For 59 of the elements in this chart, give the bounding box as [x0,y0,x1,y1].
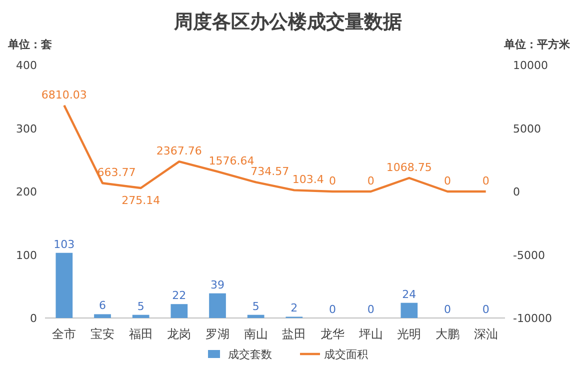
bar [170,304,188,318]
legend-label: 成交套数 [228,348,272,361]
data-label: 0 [367,174,374,188]
y-axis-title: 单位：套 [7,38,52,51]
x-tick-label: 盐田 [282,327,306,341]
x-tick-label: 大鹏 [436,327,460,341]
legend-label: 成交面积 [324,348,368,361]
bar [56,252,73,318]
x-tick-label: 南山 [244,327,268,341]
y-tick-label: 100 [16,248,37,262]
bar [94,314,111,318]
data-label: 1068.75 [386,160,432,174]
x-tick-label: 龙岗 [167,327,192,341]
data-label: 0 [482,174,490,188]
x-tick-label: 坪山 [358,327,383,341]
chart-title: 周度各区办公楼成交量数据 [173,11,402,33]
line-series [63,104,487,193]
y2-tick-label: 10000 [513,59,548,72]
data-label: 103 [54,238,75,251]
x-tick-label: 宝安 [90,327,114,341]
y2-tick-label: -5000 [513,248,545,262]
data-label: 5 [137,300,144,313]
y2-tick-label: 5000 [513,122,541,136]
y2-tick-label: -10000 [513,312,552,325]
y-tick-label: 200 [16,186,37,198]
data-label: 275.14 [122,194,160,208]
data-label: 2367.76 [156,144,202,158]
data-label: 0 [482,303,490,316]
data-label: 0 [329,303,336,316]
data-label: 39 [210,278,224,292]
x-tick-label: 深汕 [474,327,498,341]
data-label: 0 [367,303,374,316]
bar [132,314,150,318]
data-label: 734.57 [250,165,290,178]
data-label: 6 [99,299,106,312]
data-label: 103.4 [292,173,324,186]
data-label: 0 [444,174,451,188]
y2-tick-label: 0 [513,186,520,198]
x-tick-label: 罗湖 [206,327,230,341]
data-label: 1576.64 [208,154,254,168]
data-label: 24 [402,288,416,301]
x-tick-label: 福田 [128,327,153,341]
bar [247,314,264,318]
data-label: 5 [252,300,260,313]
y2-axis-title: 单位：平方米 [503,38,571,51]
bar [400,302,418,318]
y-tick-label: 400 [16,59,37,72]
data-label: 0 [444,303,451,316]
x-tick-label: 光明 [397,327,422,341]
data-label: 663.77 [97,166,136,180]
x-tick-label: 龙华 [320,327,344,341]
data-label: 6810.03 [41,88,87,102]
x-tick-label: 全市 [52,327,76,341]
data-label: 0 [329,174,336,188]
data-label: 22 [172,289,186,302]
y-tick-label: 0 [30,312,37,325]
data-label: 2 [290,302,298,315]
bar [209,293,226,318]
y-tick-label: 300 [16,122,37,136]
